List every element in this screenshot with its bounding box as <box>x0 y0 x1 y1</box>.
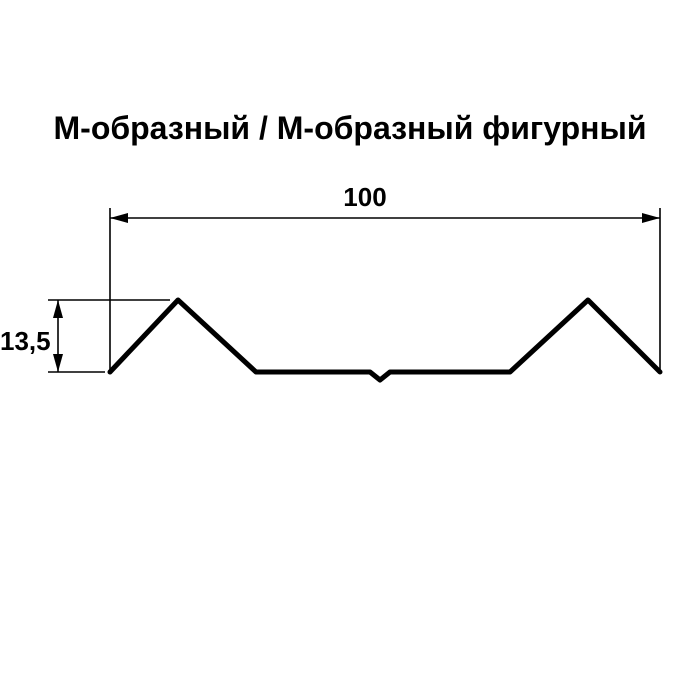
width-dimension-label: 100 <box>343 182 386 212</box>
m-profile-outline <box>110 300 660 380</box>
diagram-container: М-образный / М-образный фигурный 10013,5 <box>0 0 700 700</box>
height-dimension-label: 13,5 <box>0 326 51 356</box>
technical-drawing: 100 13,5 <box>0 0 700 700</box>
